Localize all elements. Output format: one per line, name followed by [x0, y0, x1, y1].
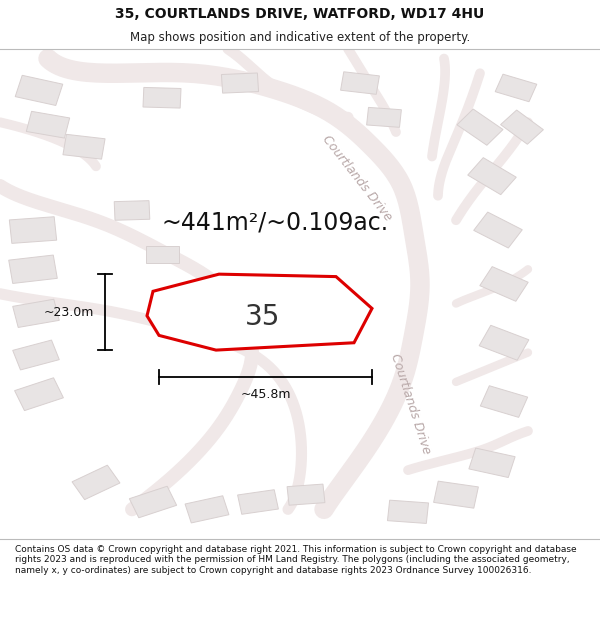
Polygon shape	[480, 267, 528, 301]
Polygon shape	[185, 496, 229, 523]
Polygon shape	[287, 484, 325, 505]
Polygon shape	[469, 448, 515, 478]
Polygon shape	[146, 246, 179, 263]
Polygon shape	[479, 325, 529, 360]
Polygon shape	[114, 201, 150, 220]
Text: ~23.0m: ~23.0m	[44, 306, 94, 319]
Polygon shape	[143, 88, 181, 108]
Polygon shape	[13, 299, 59, 328]
Polygon shape	[468, 158, 516, 194]
Polygon shape	[13, 340, 59, 370]
Text: 35: 35	[245, 302, 280, 331]
Polygon shape	[500, 110, 544, 144]
Polygon shape	[495, 74, 537, 102]
Text: ~45.8m: ~45.8m	[240, 388, 291, 401]
Polygon shape	[238, 490, 278, 514]
Polygon shape	[63, 134, 105, 159]
Polygon shape	[130, 486, 176, 518]
Polygon shape	[10, 217, 56, 243]
Polygon shape	[434, 481, 478, 508]
Text: Contains OS data © Crown copyright and database right 2021. This information is : Contains OS data © Crown copyright and d…	[15, 545, 577, 574]
Text: Map shows position and indicative extent of the property.: Map shows position and indicative extent…	[130, 31, 470, 44]
Polygon shape	[26, 111, 70, 138]
Polygon shape	[14, 378, 64, 411]
Polygon shape	[388, 500, 428, 524]
Polygon shape	[474, 212, 522, 248]
Polygon shape	[147, 274, 372, 350]
Polygon shape	[15, 75, 63, 106]
Polygon shape	[221, 73, 259, 93]
Polygon shape	[9, 255, 57, 284]
Polygon shape	[341, 72, 379, 94]
Text: ~441m²/~0.109ac.: ~441m²/~0.109ac.	[162, 211, 389, 235]
Text: Courtlands Drive: Courtlands Drive	[320, 133, 394, 224]
Text: 35, COURTLANDS DRIVE, WATFORD, WD17 4HU: 35, COURTLANDS DRIVE, WATFORD, WD17 4HU	[115, 7, 485, 21]
Text: Courtlands Drive: Courtlands Drive	[389, 352, 433, 456]
Polygon shape	[457, 109, 503, 145]
Polygon shape	[481, 386, 527, 418]
Polygon shape	[367, 107, 401, 127]
Polygon shape	[72, 465, 120, 499]
